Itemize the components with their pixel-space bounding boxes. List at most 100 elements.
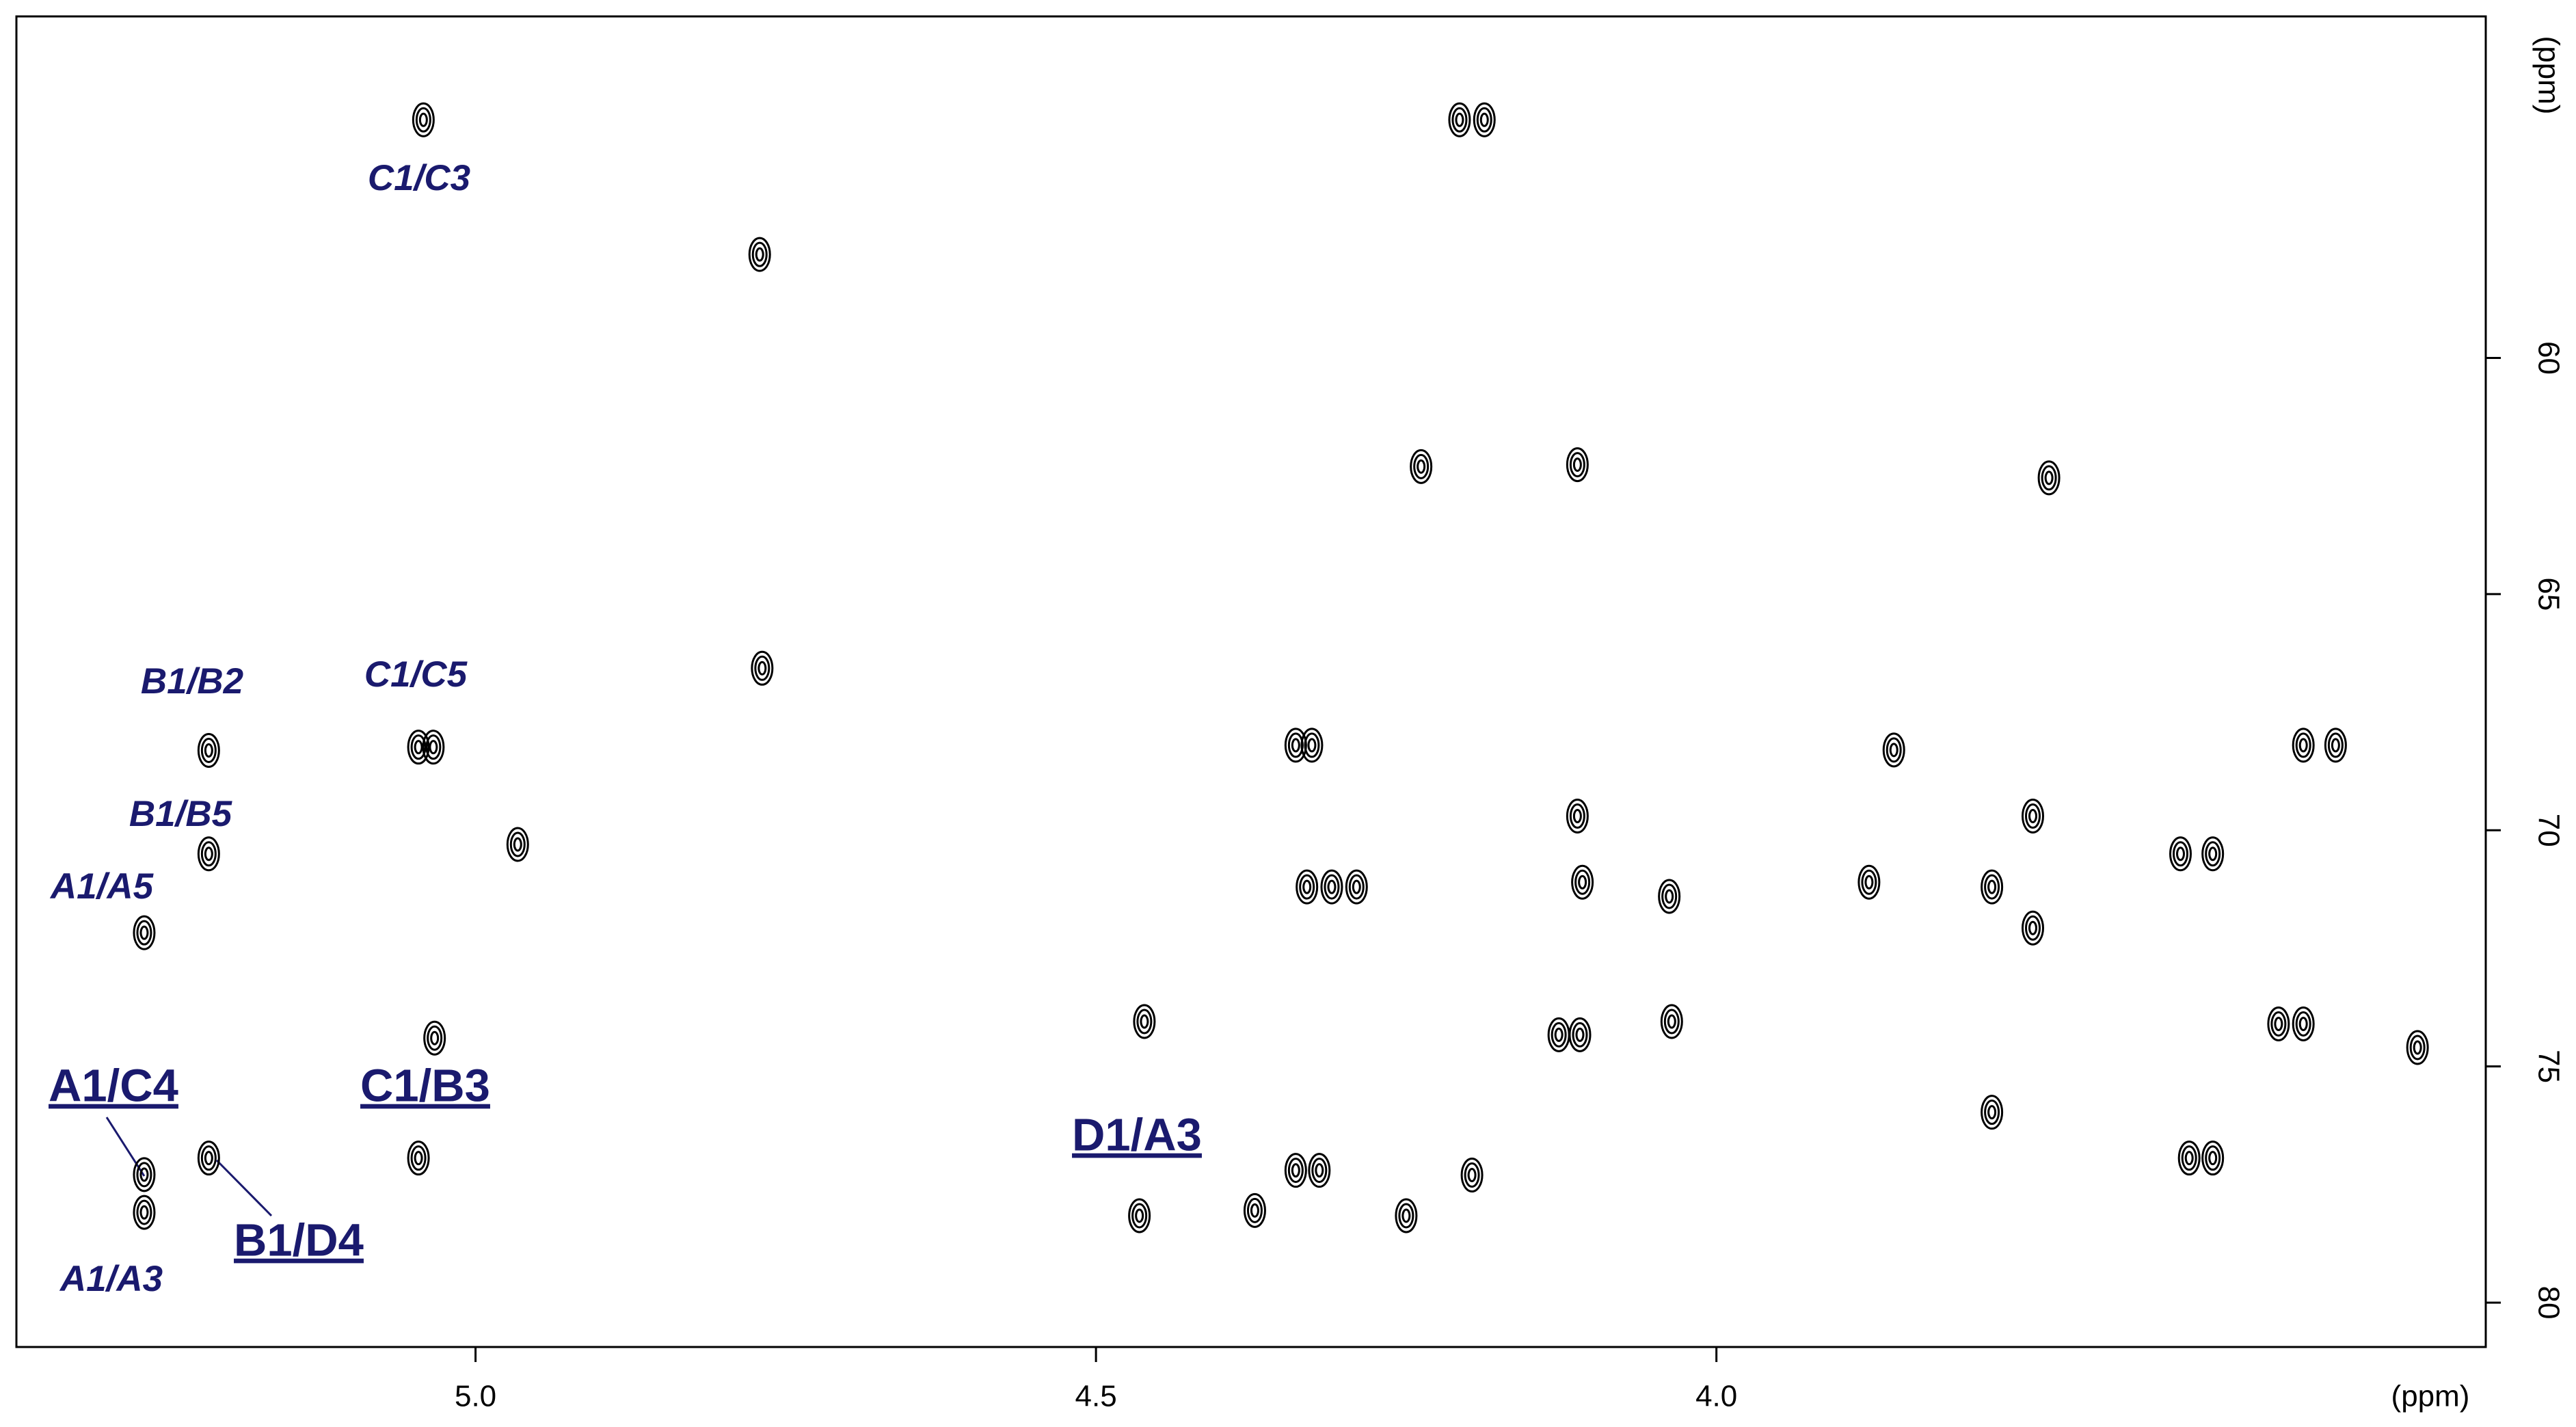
annotation: C1/C5 bbox=[364, 654, 468, 695]
peak-contour bbox=[751, 241, 768, 267]
peak-contour bbox=[1308, 1153, 1331, 1188]
peak-contour bbox=[2205, 841, 2221, 867]
peak bbox=[1568, 1017, 1592, 1052]
peak bbox=[1243, 1192, 1266, 1228]
peak bbox=[2292, 728, 2315, 763]
peak-contour bbox=[1401, 1208, 1411, 1223]
plot-frame bbox=[15, 15, 2487, 1348]
peak-contour bbox=[414, 740, 423, 755]
peak-contour bbox=[1131, 1203, 1148, 1229]
peak-contour bbox=[2292, 728, 2315, 763]
peak-contour bbox=[1243, 1192, 1266, 1228]
peak-contour bbox=[133, 1157, 156, 1192]
x-tick-label: 5.0 bbox=[455, 1380, 496, 1413]
peak-contour bbox=[1987, 1105, 1997, 1120]
peak bbox=[2324, 728, 2347, 763]
peak-contour bbox=[1572, 1022, 1588, 1048]
peak-contour bbox=[133, 1195, 156, 1230]
peak-contour bbox=[1246, 1197, 1263, 1223]
peak-contour bbox=[2413, 1040, 2422, 1055]
peak-contour bbox=[1665, 889, 1674, 904]
peak-contour bbox=[2184, 1151, 2194, 1166]
peak-contour bbox=[1886, 737, 1902, 763]
peak-contour bbox=[1566, 447, 1589, 483]
peak-contour bbox=[2324, 728, 2347, 763]
peak-contour bbox=[2021, 799, 2044, 834]
annotation: C1/C3 bbox=[368, 158, 470, 198]
peak-contour bbox=[1140, 1014, 1149, 1029]
peak-contour bbox=[1345, 869, 1368, 905]
peak-contour bbox=[2327, 732, 2344, 758]
peak bbox=[1284, 1153, 1307, 1188]
peak bbox=[1300, 728, 1324, 763]
peak-contour bbox=[1311, 1158, 1328, 1184]
peak-contour bbox=[2270, 1011, 2287, 1037]
peak-contour bbox=[418, 112, 428, 127]
peak bbox=[2267, 1006, 2290, 1041]
peak-contour bbox=[412, 102, 435, 137]
peak bbox=[1981, 869, 2004, 905]
peak-contour bbox=[197, 1141, 220, 1176]
peak-contour bbox=[509, 831, 526, 857]
peak-contour bbox=[197, 733, 220, 769]
peak-contour bbox=[2169, 836, 2192, 872]
peak-contour bbox=[1479, 112, 1489, 127]
annotation: D1/A3 bbox=[1072, 1110, 1202, 1161]
peak bbox=[1308, 1153, 1331, 1188]
peak-contour bbox=[2331, 738, 2340, 753]
leader-line bbox=[105, 1117, 146, 1177]
peak-contour bbox=[1348, 874, 1365, 900]
y-tick-label: 75 bbox=[2532, 1050, 2565, 1083]
peak-contour bbox=[1291, 738, 1300, 753]
peak-contour bbox=[2175, 846, 2185, 862]
peak-contour bbox=[1981, 869, 2004, 905]
annotation: A1/C4 bbox=[49, 1061, 178, 1112]
peak-contour bbox=[415, 107, 431, 133]
peak-contour bbox=[407, 1141, 430, 1176]
peak-contour bbox=[1467, 1168, 1477, 1183]
peak-contour bbox=[139, 1167, 149, 1182]
peak-contour bbox=[513, 837, 522, 852]
peak bbox=[1571, 864, 1594, 900]
peak-contour bbox=[2208, 1151, 2218, 1166]
peak-contour bbox=[414, 1151, 423, 1166]
peak-contour bbox=[1413, 453, 1430, 479]
peak-contour bbox=[1554, 1027, 1564, 1042]
peak bbox=[2201, 1141, 2225, 1176]
peak-contour bbox=[1981, 1095, 2004, 1130]
peak-contour bbox=[1574, 869, 1591, 895]
peak-contour bbox=[2274, 1016, 2283, 1031]
peak bbox=[1658, 879, 1681, 914]
peak-contour bbox=[1128, 1198, 1151, 1233]
peak bbox=[2292, 1006, 2315, 1041]
peak-contour bbox=[1296, 869, 1319, 905]
peak-contour bbox=[1667, 1014, 1676, 1029]
peak bbox=[1284, 728, 1307, 763]
peak-contour bbox=[2177, 1141, 2201, 1176]
peak bbox=[1320, 869, 1343, 905]
peak bbox=[423, 1020, 446, 1056]
peak bbox=[1395, 1198, 1418, 1233]
peak-contour bbox=[1476, 107, 1492, 133]
peak-contour bbox=[204, 846, 213, 862]
peak-contour bbox=[1133, 1004, 1156, 1039]
peak-contour bbox=[2295, 732, 2311, 758]
peak-contour bbox=[1882, 732, 1905, 768]
peak-contour bbox=[1451, 107, 1468, 133]
peak-contour bbox=[1473, 102, 1496, 137]
peak-contour bbox=[2024, 915, 2041, 941]
peak-contour bbox=[751, 650, 774, 686]
peak-contour bbox=[1578, 875, 1587, 890]
peak-contour bbox=[136, 920, 152, 946]
y-tick-label: 80 bbox=[2532, 1286, 2565, 1320]
peak-contour bbox=[407, 730, 430, 765]
peak-contour bbox=[1857, 864, 1881, 900]
peak bbox=[2169, 836, 2192, 872]
peak bbox=[422, 730, 445, 765]
peak-contour bbox=[1569, 803, 1585, 829]
peak bbox=[1128, 1198, 1151, 1233]
peak bbox=[133, 1157, 156, 1192]
peak-contour bbox=[2028, 920, 2037, 935]
peak-contour bbox=[1284, 1153, 1307, 1188]
peak-contour bbox=[427, 1025, 443, 1051]
